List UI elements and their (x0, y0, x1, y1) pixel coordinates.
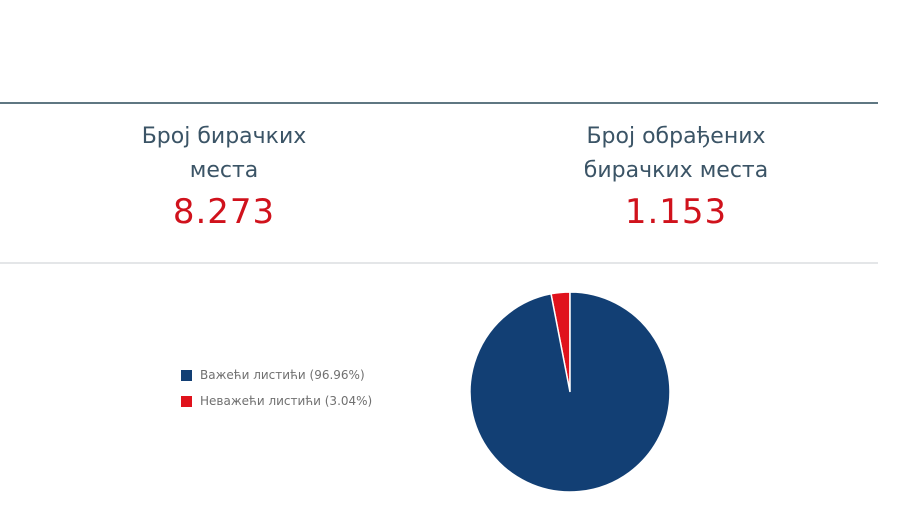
processed-stations-stat: Број обрађених бирачких места 1.153 (552, 120, 800, 232)
processed-stations-value: 1.153 (624, 192, 728, 232)
legend-label-valid: Важећи листићи (96.96%) (200, 368, 365, 382)
polling-stations-value: 8.273 (172, 192, 276, 232)
legend-swatch-valid (181, 369, 192, 381)
legend-item-invalid[interactable]: Неважећи листићи (3.04%) (181, 392, 372, 410)
legend-item-valid[interactable]: Важећи листићи (96.96%) (181, 366, 372, 384)
processed-stations-label-line1: Број обрађених (586, 124, 766, 149)
legend-swatch-invalid (181, 395, 192, 407)
legend-label-invalid: Неважећи листићи (3.04%) (200, 394, 373, 408)
pie-slice-valid[interactable] (469, 291, 671, 493)
polling-stations-label-line2: места (189, 158, 259, 183)
processed-stations-label-line2: бирачких места (583, 158, 769, 183)
polling-stations-stat: Број бирачких места 8.273 (100, 120, 348, 232)
top-divider (0, 102, 878, 104)
chart-legend: Важећи листићи (96.96%) Неважећи листићи… (181, 366, 372, 418)
section-divider (0, 262, 878, 264)
ballot-pie-chart (469, 291, 671, 493)
polling-stations-label-line1: Број бирачких (141, 124, 307, 149)
